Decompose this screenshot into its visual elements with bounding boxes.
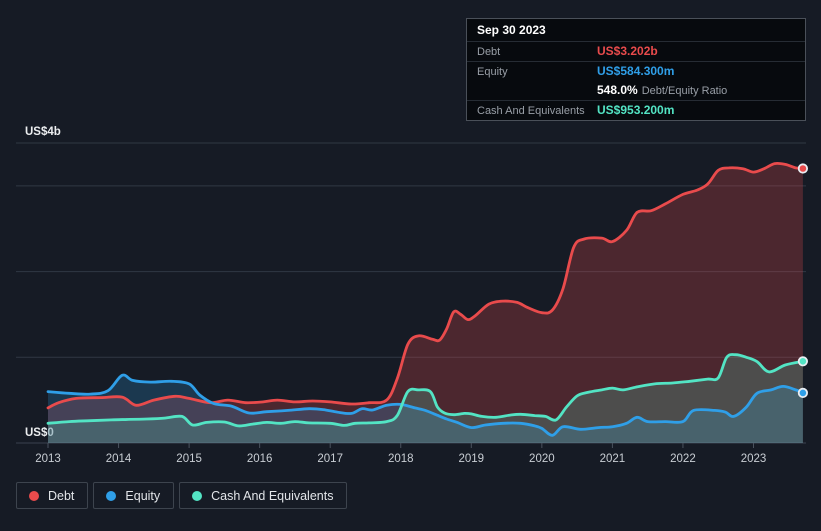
x-label-2020: 2020: [529, 453, 555, 465]
tooltip-date: Sep 30 2023: [477, 23, 546, 37]
legend-item-debt[interactable]: Debt: [16, 482, 89, 509]
tooltip-row-cash: Cash And Equivalents US$953.200m: [467, 100, 805, 120]
x-label-2021: 2021: [600, 453, 626, 465]
x-label-2017: 2017: [317, 453, 343, 465]
equity-line: [46, 373, 805, 437]
x-label-2014: 2014: [106, 453, 132, 465]
y-axis-zero-label: US$0: [25, 427, 54, 439]
x-label-2016: 2016: [247, 453, 273, 465]
debt-area: [48, 163, 803, 443]
equity-value: US$584.300m: [597, 64, 675, 78]
debt-value: US$3.202b: [597, 44, 658, 58]
legend-label-cash: Cash And Equivalents: [211, 488, 334, 503]
debt-end-marker: [797, 163, 809, 174]
debt-label: Debt: [477, 46, 501, 58]
cash-line: [46, 353, 805, 428]
debt-line: [46, 161, 805, 410]
x-label-2013: 2013: [35, 453, 61, 465]
ratio-value: 548.0%: [597, 83, 638, 97]
cash-end-marker: [797, 356, 809, 367]
equity-end-marker: [797, 387, 809, 398]
tooltip-row-equity: Equity US$584.300m: [467, 61, 805, 81]
legend-label-equity: Equity: [125, 488, 161, 503]
cash-label: Cash And Equivalents: [477, 105, 585, 117]
ratio-label: Debt/Equity Ratio: [641, 85, 728, 97]
x-label-2022: 2022: [670, 453, 696, 465]
x-label-2019: 2019: [459, 453, 485, 465]
equity-label: Equity: [477, 66, 508, 78]
legend-label-debt: Debt: [48, 488, 75, 503]
y-axis-max-label: US$4b: [25, 126, 61, 138]
legend-item-equity[interactable]: Equity: [93, 482, 175, 509]
tooltip-row-debt: Debt US$3.202b: [467, 41, 805, 61]
cash-value: US$953.200m: [597, 103, 675, 117]
equity-series-dot-icon: [106, 490, 117, 501]
cash-area: [48, 354, 803, 443]
x-label-2023: 2023: [741, 453, 767, 465]
x-label-2015: 2015: [176, 453, 202, 465]
debt-series-dot-icon: [29, 490, 39, 501]
x-label-2018: 2018: [388, 453, 414, 465]
tooltip-row-ratio: 548.0% Debt/Equity Ratio: [467, 81, 805, 100]
chart-legend: Debt Equity Cash And Equivalents: [16, 482, 348, 509]
legend-item-cash[interactable]: Cash And Equivalents: [179, 482, 348, 509]
cash-series-dot-icon: [192, 490, 203, 501]
chart-tooltip: Sep 30 2023 Debt US$3.202b Equity US$584…: [466, 18, 806, 121]
